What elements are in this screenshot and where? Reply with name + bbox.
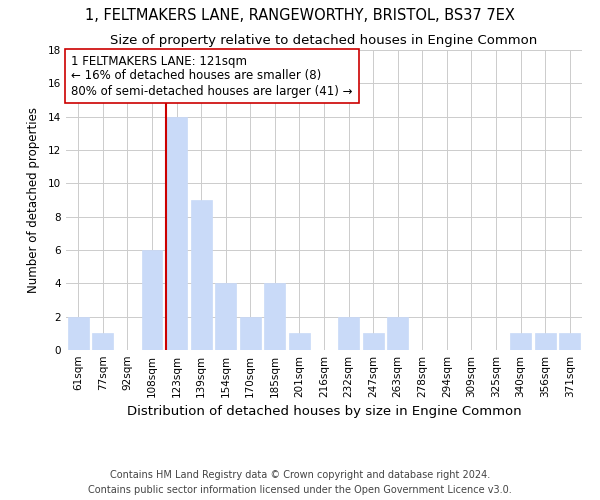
X-axis label: Distribution of detached houses by size in Engine Common: Distribution of detached houses by size … — [127, 406, 521, 418]
Bar — [289, 334, 310, 350]
Bar — [535, 334, 556, 350]
Text: Contains HM Land Registry data © Crown copyright and database right 2024.
Contai: Contains HM Land Registry data © Crown c… — [88, 470, 512, 495]
Bar — [265, 284, 286, 350]
Bar — [166, 116, 187, 350]
Bar — [240, 316, 261, 350]
Bar — [142, 250, 163, 350]
Bar — [387, 316, 408, 350]
Bar — [362, 334, 383, 350]
Bar — [215, 284, 236, 350]
Bar — [92, 334, 113, 350]
Text: 1, FELTMAKERS LANE, RANGEWORTHY, BRISTOL, BS37 7EX: 1, FELTMAKERS LANE, RANGEWORTHY, BRISTOL… — [85, 8, 515, 22]
Bar — [191, 200, 212, 350]
Text: 1 FELTMAKERS LANE: 121sqm
← 16% of detached houses are smaller (8)
80% of semi-d: 1 FELTMAKERS LANE: 121sqm ← 16% of detac… — [71, 54, 353, 98]
Bar — [338, 316, 359, 350]
Bar — [510, 334, 531, 350]
Y-axis label: Number of detached properties: Number of detached properties — [26, 107, 40, 293]
Bar — [559, 334, 580, 350]
Bar — [68, 316, 89, 350]
Title: Size of property relative to detached houses in Engine Common: Size of property relative to detached ho… — [110, 34, 538, 48]
